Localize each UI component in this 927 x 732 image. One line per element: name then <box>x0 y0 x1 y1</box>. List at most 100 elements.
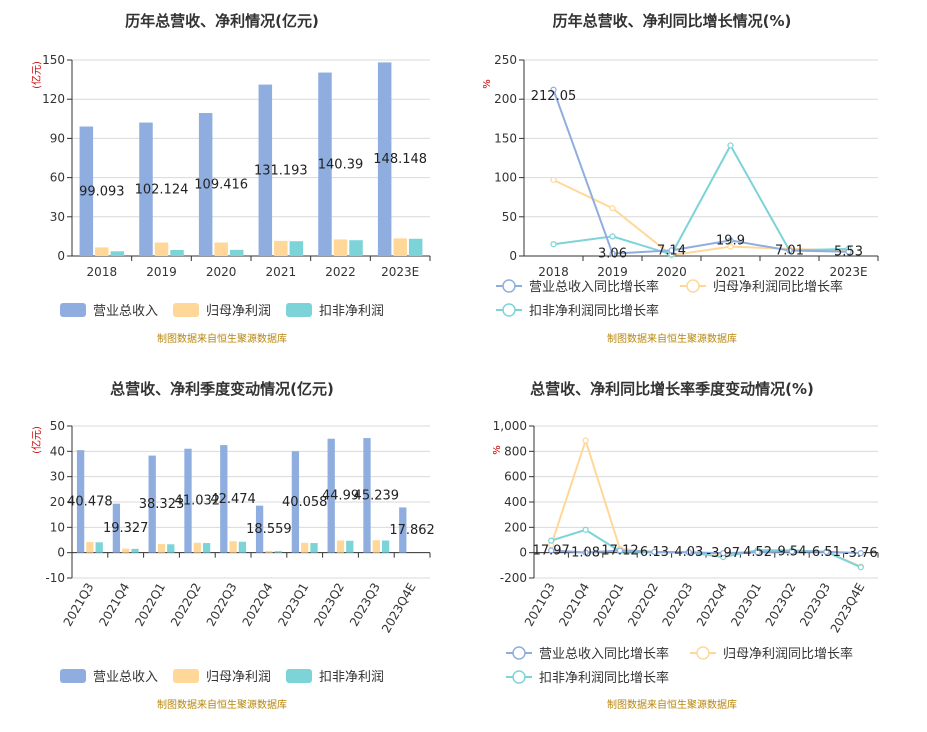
y-tick-label: 400 <box>504 495 527 509</box>
x-tick-label: 2020 <box>656 265 687 279</box>
x-tick-label: 2021Q3 <box>61 581 97 629</box>
bar-deducted-profit <box>110 251 125 256</box>
x-tick-label: 2021 <box>715 265 746 279</box>
legend-item[interactable]: 扣非净利润同比增长率 <box>506 670 669 686</box>
y-tick-label: 150 <box>42 53 65 67</box>
legend-item[interactable]: 归母净利润同比增长率 <box>690 646 853 662</box>
legend-item[interactable]: 营业总收入 <box>60 669 158 685</box>
chart-title: 历年总营收、净利情况(亿元) <box>125 12 319 30</box>
bar-revenue <box>327 438 335 553</box>
bar-revenue <box>184 448 192 553</box>
data-point <box>720 550 727 557</box>
legend-marker <box>502 303 516 317</box>
legend-item[interactable]: 扣非净利润 <box>286 303 384 319</box>
legend-item[interactable]: 归母净利润 <box>173 303 271 319</box>
x-tick-label: 2018 <box>87 265 118 279</box>
data-label: 1.08 <box>571 546 600 561</box>
bar-revenue <box>139 122 153 256</box>
legend-item[interactable]: 营业总收入同比增长率 <box>506 646 669 662</box>
data-point <box>788 548 796 555</box>
data-point <box>548 547 555 554</box>
bar-net-profit <box>265 550 273 553</box>
legend-swatch <box>286 669 312 683</box>
bar-deducted-profit <box>167 544 175 553</box>
series-line-revenue-growth <box>551 549 861 555</box>
legend-swatch <box>60 303 86 317</box>
bar-net-profit <box>393 238 407 256</box>
legend-item[interactable]: 归母净利润同比增长率 <box>680 279 843 295</box>
series-line-net-profit-growth <box>553 179 849 257</box>
data-label: 17.12 <box>601 543 638 558</box>
data-point <box>582 526 589 533</box>
x-tick-label: 2022Q4 <box>694 581 730 629</box>
y-tick-label: 30 <box>50 210 65 224</box>
data-point <box>550 86 557 93</box>
bar-revenue <box>198 113 213 257</box>
data-label: -3.76 <box>844 546 878 561</box>
x-tick-label: 2021 <box>266 265 297 279</box>
series-line-revenue-growth <box>552 89 849 255</box>
legend-item[interactable]: 归母净利润 <box>173 669 271 685</box>
data-label: 131.193 <box>254 163 308 178</box>
data-point <box>582 549 589 556</box>
legend-item[interactable]: 营业总收入 <box>60 303 158 319</box>
legend-label: 扣非净利润同比增长率 <box>529 303 659 319</box>
data-point <box>548 537 555 544</box>
data-label: 4.52 <box>743 545 772 560</box>
x-tick-label: 2022Q1 <box>132 581 168 629</box>
x-tick-label: 2022Q4 <box>240 581 276 629</box>
x-tick-label: 2023Q3 <box>797 581 833 629</box>
data-label: 212.05 <box>531 89 577 104</box>
data-label: 17.862 <box>389 523 435 538</box>
source-note: 制图数据来自恒生聚源数据库 <box>607 698 737 711</box>
data-point <box>857 550 864 557</box>
legend-label: 营业总收入同比增长率 <box>529 279 659 295</box>
bar-net-profit <box>336 540 345 553</box>
x-tick-label: 2022 <box>325 265 356 279</box>
legend-marker <box>502 279 516 293</box>
x-tick-label: 2023Q1 <box>275 581 311 629</box>
y-unit-label: % <box>482 79 493 89</box>
bar-revenue <box>258 84 273 256</box>
legend-label: 扣非净利润 <box>319 670 384 685</box>
data-point <box>668 247 675 254</box>
legend-label: 营业总收入 <box>93 670 158 685</box>
data-point <box>727 142 734 149</box>
legend-label: 归母净利润同比增长率 <box>713 279 843 295</box>
data-point <box>609 233 616 240</box>
y-tick-label: 1,000 <box>493 419 527 433</box>
y-tick-label: 200 <box>504 520 527 534</box>
x-tick-label: 2022 <box>774 265 805 279</box>
data-label: 4.03 <box>674 545 703 560</box>
legend-label: 扣非净利润 <box>319 304 384 319</box>
bar-net-profit <box>95 247 109 256</box>
data-label: 3.06 <box>598 247 627 262</box>
legend-item[interactable]: 营业总收入同比增长率 <box>496 279 659 295</box>
bar-revenue <box>220 445 228 553</box>
data-point <box>609 205 616 212</box>
y-tick-label: 120 <box>42 92 65 106</box>
x-tick-label: 2023Q1 <box>728 581 764 629</box>
x-tick-label: 2023Q3 <box>347 581 383 629</box>
legend-swatch <box>286 303 312 317</box>
chart-panel-4: 总营收、净利同比增长率季度变动情况(%)% -200 0 200 400 600 800 1,… <box>492 380 879 711</box>
x-tick-label: 2019 <box>146 265 177 279</box>
legend-label: 扣非净利润同比增长率 <box>539 670 669 686</box>
data-label: 148.148 <box>373 152 427 167</box>
bar-revenue <box>255 505 264 553</box>
legend-item[interactable]: 扣非净利润 <box>286 669 384 685</box>
legend-item[interactable]: 扣非净利润同比增长率 <box>496 303 659 319</box>
data-label: 44.99 <box>322 489 359 504</box>
x-tick-label: 2019 <box>597 265 628 279</box>
x-tick-label: 2022Q3 <box>659 581 695 629</box>
data-point <box>727 243 734 250</box>
bar-deducted-profit <box>170 249 184 256</box>
bar-net-profit <box>333 239 348 256</box>
bar-net-profit <box>301 542 309 553</box>
y-tick-label: 200 <box>494 92 517 106</box>
bar-revenue <box>148 455 156 553</box>
chart-panel-3: 总营收、净利季度变动情况(亿元) (亿元) -10 0 10 20 30 40 50 2021Q3… <box>30 380 435 711</box>
bar-deducted-profit <box>381 540 390 553</box>
bar-net-profit <box>86 542 94 553</box>
